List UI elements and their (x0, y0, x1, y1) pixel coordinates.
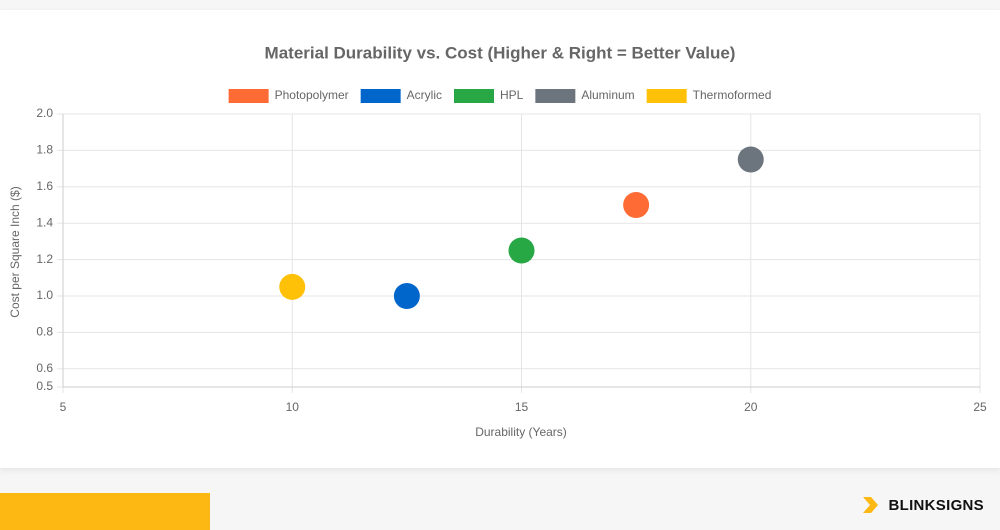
y-tick-label: 2.0 (36, 106, 53, 120)
y-tick-label: 0.5 (36, 379, 53, 393)
y-tick-label: 0.6 (36, 361, 53, 375)
legend-swatch (228, 89, 269, 103)
y-tick-label: 1.0 (36, 288, 53, 302)
chart-card: Material Durability vs. Cost (Higher & R… (0, 10, 1000, 468)
y-axis-label: Cost per Square Inch ($) (8, 186, 22, 317)
legend-swatch (646, 89, 687, 103)
x-tick-label: 25 (973, 400, 987, 414)
legend-swatch (453, 89, 494, 103)
legend-label: Acrylic (407, 88, 442, 102)
legend-label: Aluminum (581, 88, 634, 102)
x-tick-label: 20 (744, 400, 758, 414)
brand-icon (863, 497, 879, 513)
data-point (279, 273, 306, 300)
data-point (393, 283, 420, 309)
chart: Material Durability vs. Cost (Higher & R… (8, 43, 987, 439)
chart-title: Material Durability vs. Cost (Higher & R… (265, 43, 736, 62)
brand-logo: BLINKSIGNS (860, 494, 984, 516)
legend-label: HPL (500, 88, 524, 102)
footer-stripe (0, 493, 210, 530)
data-point (737, 146, 764, 173)
legend-swatch (360, 89, 401, 103)
legend-swatch (535, 89, 576, 103)
x-tick-label: 10 (286, 400, 300, 414)
x-tick-label: 15 (515, 400, 529, 414)
y-tick-label: 1.2 (36, 252, 53, 266)
brand-name: BLINKSIGNS (888, 496, 984, 514)
y-tick-label: 0.8 (36, 325, 53, 339)
x-tick-label: 5 (60, 400, 67, 414)
y-tick-label: 1.6 (36, 179, 53, 193)
data-point (508, 237, 535, 264)
legend-label: Photopolymer (275, 88, 349, 102)
data-point (623, 192, 650, 218)
legend-label: Thermoformed (693, 88, 772, 102)
x-axis-label: Durability (Years) (475, 425, 567, 439)
y-tick-label: 1.8 (36, 143, 53, 157)
y-tick-label: 1.4 (36, 215, 53, 229)
